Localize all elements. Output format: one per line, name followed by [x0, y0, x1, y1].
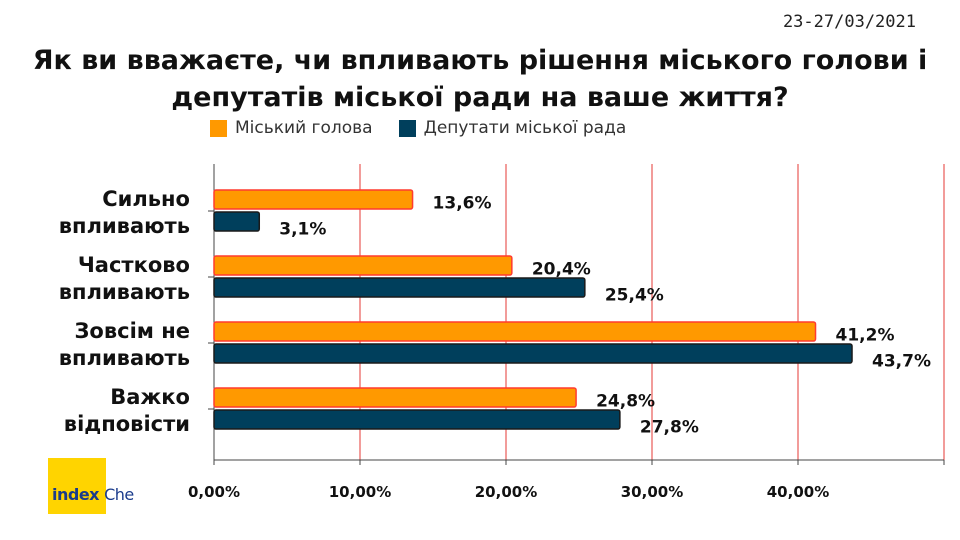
chart-title-line-2: депутатів міської ради на ваше життя? [171, 82, 789, 113]
legend-label-mayor: Міський голова [235, 118, 373, 138]
bar-mayor [213, 189, 414, 210]
legend: Міський голова Депутати міської рада [210, 118, 652, 138]
legend-swatch-deputies [398, 119, 416, 137]
x-tick-label: 20,00% [475, 483, 537, 501]
category-label: відповісти [64, 412, 190, 436]
bar-mayor [213, 321, 817, 342]
bar-mayor [213, 387, 577, 408]
survey-date: 23-27/03/2021 [782, 12, 916, 32]
bar-deputies [213, 409, 621, 430]
legend-item-mayor: Міський голова [210, 118, 373, 138]
logo-word-index: index [52, 485, 100, 504]
logo-word-che: Che [104, 485, 134, 504]
category-label: впливають [59, 214, 190, 238]
value-label-deputies: 25,4% [605, 286, 664, 306]
x-tick-label: 30,00% [621, 483, 683, 501]
x-tick-label: 10,00% [329, 483, 391, 501]
value-label-mayor: 24,8% [596, 392, 655, 412]
legend-label-deputies: Депутати міської рада [423, 118, 627, 138]
bar-deputies [213, 211, 261, 232]
logo-text: index Che [52, 485, 134, 504]
category-label: Сильно [102, 187, 190, 211]
value-label-mayor: 20,4% [532, 260, 591, 280]
category-label: впливають [59, 346, 190, 370]
index-che-logo [48, 458, 106, 514]
bar-mayor [213, 255, 513, 276]
value-label-deputies: 3,1% [279, 220, 326, 240]
legend-swatch-mayor [210, 119, 227, 137]
value-label-mayor: 41,2% [836, 326, 895, 346]
value-label-deputies: 27,8% [640, 418, 699, 438]
x-tick-label: 0,00% [188, 483, 240, 501]
chart-title-line-1: Як ви вважаєте, чи впливають рішення міс… [32, 45, 928, 76]
bar-deputies [213, 343, 853, 364]
chart-title: Як ви вважаєте, чи впливають рішення міс… [10, 42, 950, 116]
x-tick-label: 40,00% [767, 483, 829, 501]
category-label: Важко [110, 385, 190, 409]
value-label-deputies: 43,7% [872, 352, 931, 372]
category-label: Зовсім не [74, 319, 190, 343]
value-label-mayor: 13,6% [433, 194, 492, 214]
category-label: Частково [78, 253, 190, 277]
category-label: впливають [59, 280, 190, 304]
legend-item-deputies: Депутати міської рада [398, 118, 627, 138]
bar-deputies [213, 277, 586, 298]
